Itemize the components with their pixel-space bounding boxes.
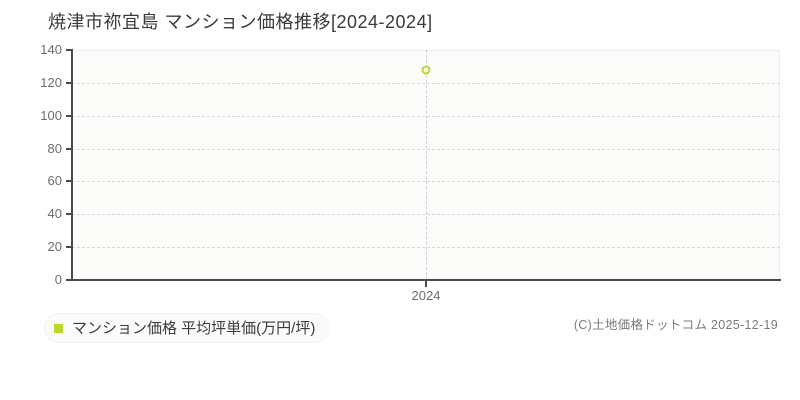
y-axis-tick-label: 60 (47, 173, 62, 189)
y-axis-tick (66, 147, 72, 150)
data-point-marker[interactable] (421, 65, 431, 75)
y-axis-tick (66, 213, 72, 216)
page-title: 焼津市祢宜島 マンション価格推移[2024-2024] (48, 12, 433, 32)
y-axis-tick-label: 20 (47, 239, 62, 255)
y-axis-tick-label: 140 (40, 42, 62, 57)
x-axis-tick-label: 2024 (411, 288, 441, 303)
plot-area (72, 50, 780, 280)
y-axis-tick-label: 40 (47, 206, 62, 222)
y-axis-tick (66, 279, 72, 281)
y-axis-tick-label: 0 (54, 272, 62, 287)
legend-item-label: マンション価格 平均坪単価(万円/坪) (72, 319, 316, 337)
y-axis-tick (66, 180, 72, 183)
y-axis-tick-label: 100 (40, 107, 62, 123)
gridline-vertical (426, 50, 427, 280)
legend-color-swatch-icon (54, 323, 63, 333)
y-axis-tick-label: 80 (47, 140, 62, 156)
x-axis-line (71, 279, 781, 281)
y-axis-tick (66, 49, 72, 51)
chart-legend[interactable]: マンション価格 平均坪単価(万円/坪) (45, 314, 330, 342)
copyright-notice: (C)土地価格ドットコム 2025-12-19 (573, 318, 778, 332)
x-axis-tick (425, 281, 427, 287)
plot-right-border (779, 50, 780, 280)
y-axis-tick-label: 120 (40, 74, 62, 90)
y-axis-line (71, 49, 73, 281)
y-axis-tick (66, 81, 72, 84)
y-axis-tick (66, 114, 72, 117)
y-axis-tick (66, 246, 72, 249)
